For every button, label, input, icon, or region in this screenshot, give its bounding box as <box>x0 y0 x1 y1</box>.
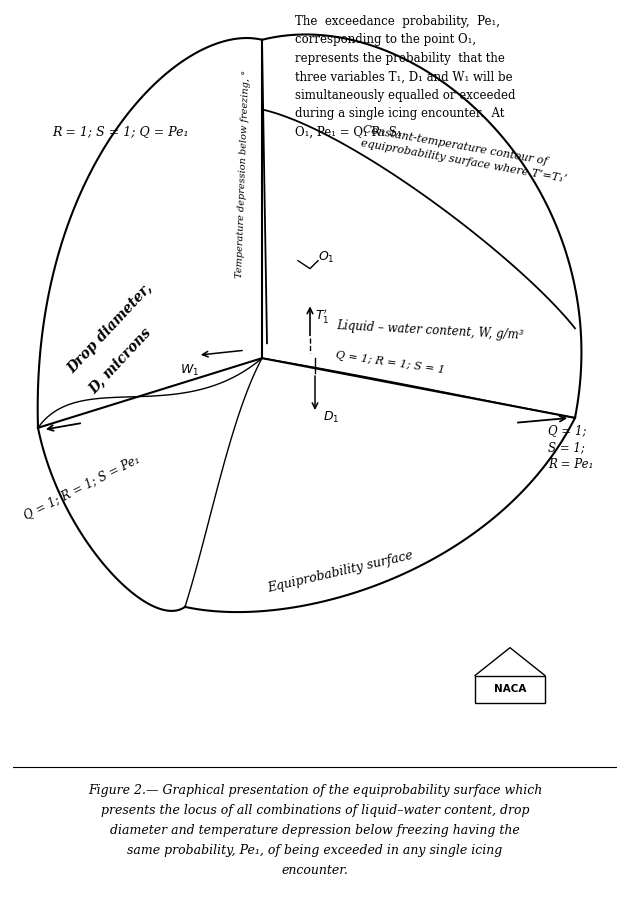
Text: R = 1; S = 1; Q = Pe₁: R = 1; S = 1; Q = Pe₁ <box>52 125 188 138</box>
Text: Constant-temperature contour of
equiprobability surface where T’=T₁’: Constant-temperature contour of equiprob… <box>360 124 570 184</box>
Text: Liquid – water content, W, g/m³: Liquid – water content, W, g/m³ <box>336 319 524 342</box>
Text: $T_1'$: $T_1'$ <box>315 307 329 325</box>
Text: NACA: NACA <box>494 684 526 694</box>
Text: Equiprobability surface: Equiprobability surface <box>266 549 414 595</box>
Bar <box>475 675 545 703</box>
Text: Figure 2.— Graphical presentation of the equiprobability surface which
presents : Figure 2.— Graphical presentation of the… <box>88 784 542 877</box>
Text: Temperature depression below freezing, °: Temperature depression below freezing, ° <box>235 70 251 278</box>
Text: D, microns: D, microns <box>86 325 154 396</box>
Text: Q = 1;
S = 1;
R = Pe₁: Q = 1; S = 1; R = Pe₁ <box>548 424 593 471</box>
Text: The  exceedance  probability,  Pe₁,
corresponding to the point O₁,
represents th: The exceedance probability, Pe₁, corresp… <box>295 15 515 139</box>
Text: $W_1$: $W_1$ <box>180 363 200 378</box>
Text: $D_1$: $D_1$ <box>323 410 340 425</box>
Text: Drop diameter,: Drop diameter, <box>65 280 155 376</box>
Text: Q = 1; R = 1; S = 1: Q = 1; R = 1; S = 1 <box>335 351 445 376</box>
Text: Q = 1; R = 1; S = Pe₁: Q = 1; R = 1; S = Pe₁ <box>22 452 142 522</box>
Text: $O_1$: $O_1$ <box>318 250 335 264</box>
